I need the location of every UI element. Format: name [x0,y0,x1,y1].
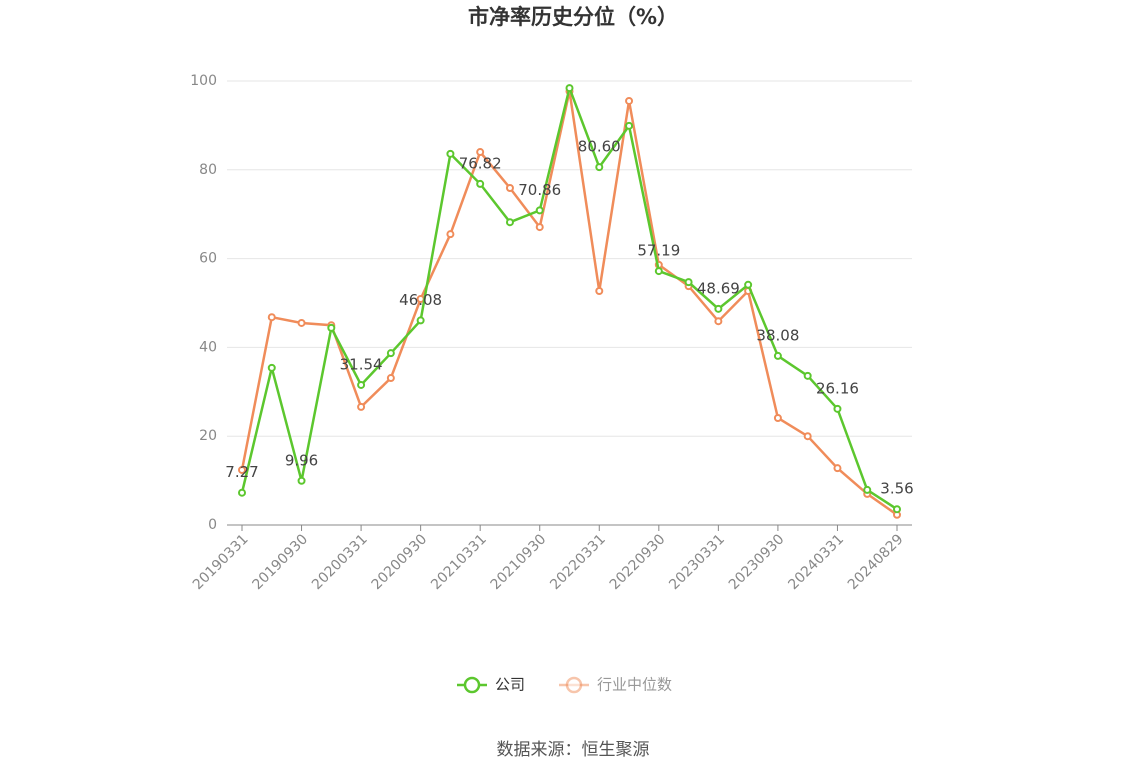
value-label: 7.27 [225,463,258,481]
y-tick-label: 20 [199,428,217,444]
point [446,230,455,239]
value-label: 3.56 [880,480,913,498]
point [803,371,812,380]
series-line [240,83,898,511]
value-label: 31.54 [340,355,383,373]
point [238,488,246,497]
point [714,317,723,326]
x-tick-label: 20230930 [726,531,788,593]
y-tick-label: 60 [199,251,217,267]
point [297,318,306,327]
point [744,280,753,289]
point [625,121,634,130]
point [327,323,336,332]
legend-marker [463,676,481,694]
source: 数据来源：恒生聚源 [497,740,650,760]
point [476,179,485,188]
value-label: 26.16 [816,379,859,397]
point [267,363,276,372]
y-tick-label: 100 [190,73,217,89]
point [803,432,812,441]
point [535,223,544,232]
point [773,351,782,360]
value-label: 48.69 [697,279,740,297]
x-tick-label: 20210930 [488,531,550,593]
value-label: 46.08 [399,291,442,309]
point [773,413,782,422]
y-tick-label: 40 [199,339,217,355]
point [833,404,842,413]
point [267,313,276,322]
point [476,148,485,157]
x-tick-label: 20220331 [547,531,609,593]
point [505,184,514,193]
value-label: 38.08 [756,326,799,344]
value-label: 80.60 [578,138,621,156]
x-tick-label: 20220930 [607,531,669,593]
x-tick-label: 20210331 [428,531,490,593]
point [386,349,395,358]
point [357,380,366,389]
x-tick-label: 20240331 [785,531,847,593]
x-tick-label: 20190930 [249,531,311,593]
point [625,96,634,105]
value-label: 57.19 [637,242,680,260]
x-tick-label: 20240829 [845,531,907,593]
value-label: 9.96 [285,451,318,469]
point [386,374,395,383]
y-tick-label: 0 [208,517,217,533]
x-tick-label: 20230331 [666,531,728,593]
chart-title: 市净率历史分位（%） [468,5,678,29]
point [595,163,604,172]
value-label: 76.82 [459,154,502,172]
x-tick-label: 20200930 [369,531,431,593]
point [684,278,693,287]
point [565,84,574,93]
point [714,304,723,313]
point [535,206,544,215]
point [357,402,366,411]
point [863,485,872,494]
point [505,218,514,227]
legend-marker [565,676,583,694]
point [297,476,306,485]
point [654,267,663,276]
point [595,287,604,296]
point [446,149,455,158]
value-label: 70.86 [518,181,561,199]
point [893,505,901,514]
legend-label: 行业中位数 [597,676,672,694]
x-tick-label: 20200331 [309,531,371,593]
series-line [240,90,898,516]
x-tick-label: 20190331 [190,531,252,593]
y-tick-label: 80 [199,162,217,178]
point [416,316,425,325]
point [833,464,842,473]
legend-label: 公司 [495,676,525,694]
point [238,465,246,474]
